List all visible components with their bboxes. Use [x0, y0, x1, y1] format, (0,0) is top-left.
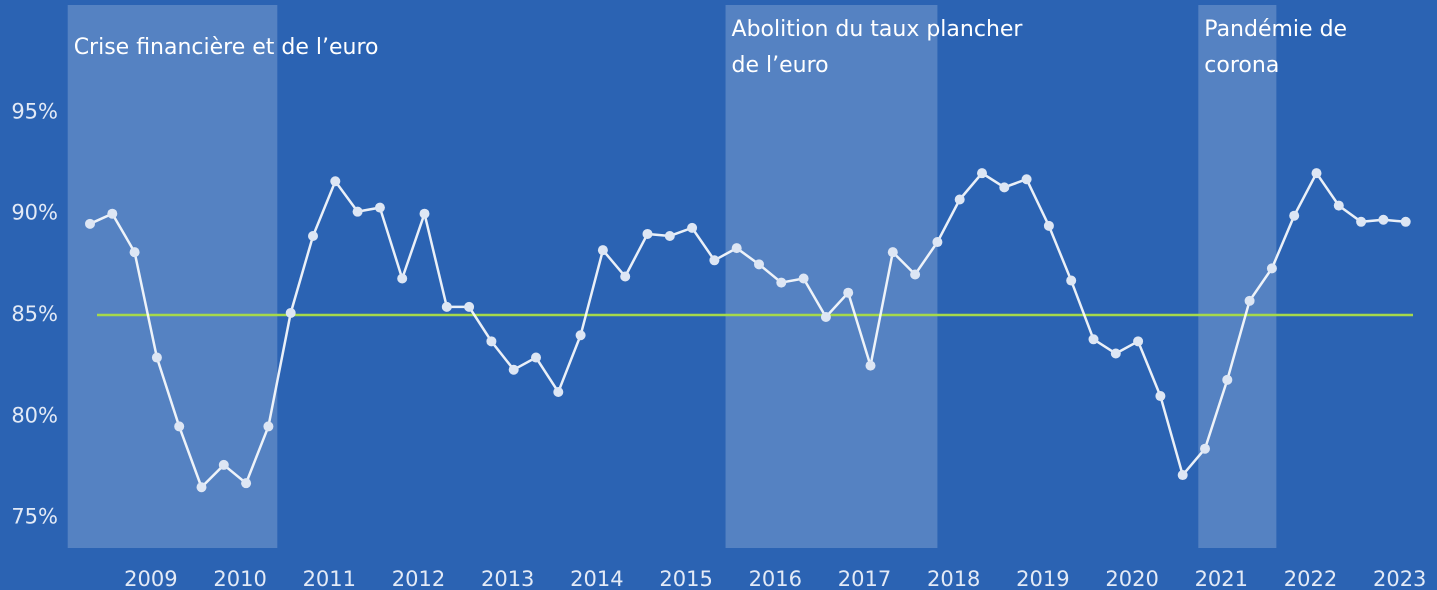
y-tick-label: 80%: [11, 403, 58, 427]
point: [1289, 210, 1300, 221]
x-tick-label: 2013: [481, 567, 534, 590]
point: [798, 273, 809, 284]
point: [597, 245, 608, 256]
point: [1177, 470, 1188, 481]
annotation: corona: [1204, 53, 1279, 78]
point: [843, 287, 854, 298]
point: [977, 168, 987, 179]
point: [174, 421, 185, 432]
point: [1066, 275, 1077, 286]
point: [129, 247, 140, 258]
point: [241, 478, 252, 489]
x-tick-label: 2017: [838, 567, 891, 590]
x-tick-label: 2011: [303, 567, 356, 590]
x-tick-label: 2020: [1105, 567, 1158, 590]
point: [1133, 336, 1144, 347]
point: [620, 271, 631, 282]
point: [1356, 216, 1367, 227]
x-tick-label: 2012: [392, 567, 445, 590]
point: [531, 352, 541, 363]
point: [1043, 220, 1054, 231]
point: [397, 273, 408, 284]
point: [263, 421, 274, 432]
point: [1244, 295, 1255, 306]
point: [642, 228, 653, 239]
point: [1311, 168, 1322, 179]
point: [374, 202, 385, 213]
x-tick-label: 2021: [1195, 567, 1248, 590]
point: [285, 307, 296, 318]
y-tick-label: 95%: [11, 99, 58, 123]
point: [1110, 348, 1121, 359]
point: [85, 218, 95, 229]
point: [1088, 334, 1099, 345]
y-tick-label: 75%: [11, 505, 58, 529]
point: [196, 482, 207, 493]
line: [89, 170, 1406, 490]
point: [1266, 263, 1277, 274]
point: [553, 386, 564, 397]
point: [308, 230, 318, 241]
point: [1222, 374, 1233, 385]
point: [731, 243, 742, 254]
x-tick-label: 2019: [1016, 567, 1069, 590]
point: [887, 247, 898, 258]
point: [865, 360, 876, 371]
point: [776, 277, 787, 288]
point: [1021, 174, 1032, 185]
point: [575, 330, 586, 341]
shaded-period: [67, 5, 278, 548]
point: [1200, 443, 1210, 454]
point: [754, 259, 764, 270]
point: [820, 312, 831, 323]
point: [999, 182, 1010, 193]
point: [954, 194, 965, 205]
x-tick-label: 2010: [213, 567, 266, 590]
point: [330, 176, 341, 187]
annotation: de l’euro: [732, 53, 829, 78]
y-tick-label: 90%: [11, 201, 58, 225]
point: [508, 364, 519, 375]
point: [151, 352, 162, 363]
shaded-period: [1198, 5, 1277, 548]
x-tick-label: 2023: [1373, 567, 1426, 590]
point: [1400, 216, 1411, 227]
point: [1333, 200, 1344, 211]
point: [932, 237, 943, 248]
point: [419, 208, 430, 219]
shaded-period: [725, 5, 938, 548]
point: [218, 459, 229, 470]
x-tick-label: 2016: [749, 567, 802, 590]
point: [910, 269, 921, 280]
y-tick-label: 85%: [11, 302, 58, 326]
point: [486, 336, 497, 347]
x-tick-label: 2009: [124, 567, 177, 590]
point: [352, 206, 363, 217]
point: [709, 255, 720, 266]
x-tick-label: 2018: [927, 567, 980, 590]
point: [441, 301, 452, 312]
annotation: Pandémie de: [1204, 17, 1347, 42]
point: [687, 222, 698, 233]
point: [664, 230, 675, 241]
point: [464, 301, 475, 312]
x-tick-label: 2022: [1284, 567, 1337, 590]
x-tick-label: 2015: [659, 567, 712, 590]
point: [1378, 214, 1389, 225]
x-tick-label: 2014: [570, 567, 623, 590]
annotation: Crise financière et de l’euro: [74, 35, 379, 60]
annotation: Abolition du taux plancher: [732, 17, 1024, 42]
point: [1155, 391, 1166, 402]
point: [107, 208, 118, 219]
